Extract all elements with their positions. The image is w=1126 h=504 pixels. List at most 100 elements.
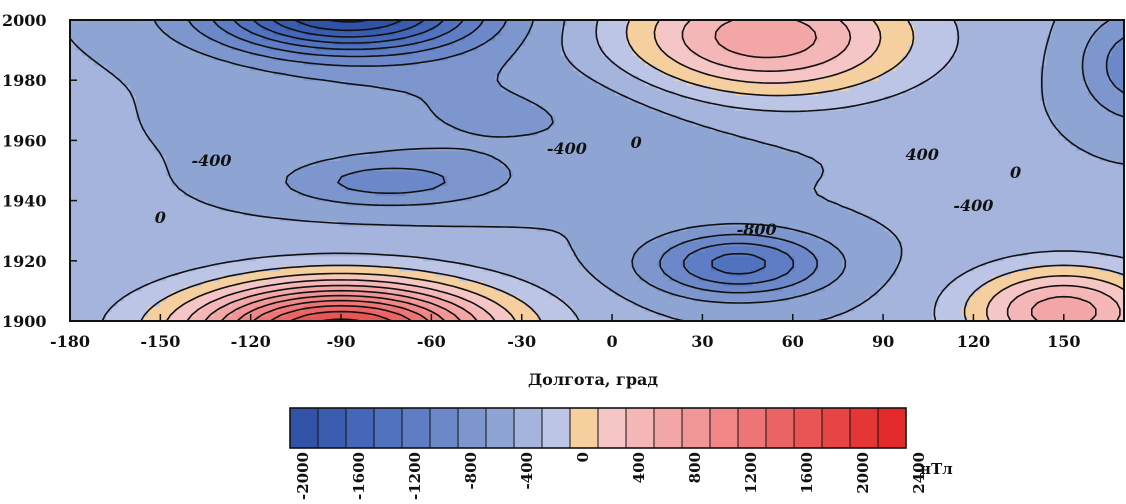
field-cell (1082, 220, 1089, 227)
field-cell (267, 225, 275, 232)
field-cell (872, 305, 880, 312)
field-cell (608, 200, 616, 207)
field-cell (926, 310, 933, 317)
field-cell (597, 245, 604, 252)
field-cell (555, 210, 562, 217)
field-cell (638, 280, 646, 287)
field-cell (477, 175, 484, 182)
field-cell (692, 260, 700, 267)
field-cell (650, 295, 658, 302)
field-cell (387, 220, 394, 227)
field-cell (357, 295, 365, 302)
field-cell (938, 245, 945, 252)
field-cell (764, 235, 772, 242)
field-cell (201, 185, 209, 192)
field-cell (243, 250, 251, 257)
field-cell (249, 245, 257, 252)
field-cell (567, 215, 574, 222)
field-cell (171, 185, 179, 192)
field-cell (507, 180, 514, 187)
field-cell (758, 285, 766, 292)
field-cell (824, 310, 832, 317)
field-cell (405, 260, 412, 267)
field-cell (597, 185, 604, 192)
field-cell (770, 310, 778, 317)
field-cell (507, 290, 514, 297)
field-cell (836, 275, 844, 282)
field-cell (537, 300, 544, 307)
field-cell (728, 290, 736, 297)
field-cell (1022, 280, 1029, 287)
field-cell (638, 270, 646, 277)
field-cell (363, 210, 371, 217)
field-cell (219, 270, 227, 277)
field-cell (848, 200, 856, 207)
field-cell (345, 305, 353, 312)
field-cell (746, 250, 754, 257)
field-cell (668, 270, 676, 277)
field-cell (668, 285, 676, 292)
field-cell (429, 180, 436, 187)
field-cell (800, 290, 808, 297)
field-cell (435, 215, 442, 222)
field-cell (734, 195, 742, 202)
field-cell (519, 310, 526, 317)
field-cell (890, 310, 898, 317)
field-cell (848, 245, 856, 252)
field-cell (495, 245, 502, 252)
field-cell (219, 195, 227, 202)
field-cell (608, 225, 616, 232)
field-cell (213, 245, 221, 252)
field-cell (872, 265, 880, 272)
field-cell (333, 315, 341, 321)
field-cell (860, 260, 868, 267)
field-cell (686, 280, 694, 287)
field-cell (339, 260, 347, 267)
field-cell (836, 225, 844, 232)
field-cell (285, 235, 293, 242)
field-cell (591, 195, 598, 202)
field-cell (776, 215, 784, 222)
field-cell (315, 210, 323, 217)
field-cell (327, 230, 335, 237)
field-cell (225, 175, 233, 182)
field-cell (87, 245, 95, 252)
field-cell (782, 310, 790, 317)
field-cell (321, 200, 329, 207)
field-cell (117, 310, 125, 317)
field-cell (602, 305, 610, 312)
field-cell (710, 245, 718, 252)
field-cell (75, 295, 83, 302)
field-cell (423, 175, 430, 182)
field-cell (171, 195, 179, 202)
field-cell (680, 275, 688, 282)
field-cell (998, 195, 1005, 202)
field-cell (135, 240, 143, 247)
field-cell (573, 235, 580, 242)
field-cell (267, 195, 275, 202)
field-cell (1004, 250, 1011, 257)
field-cell (411, 240, 418, 247)
field-cell (321, 300, 329, 307)
field-cell (447, 270, 454, 277)
field-cell (177, 295, 185, 302)
field-cell (656, 195, 664, 202)
field-cell (459, 215, 466, 222)
field-cell (836, 210, 844, 217)
field-cell (135, 245, 143, 252)
field-cell (614, 250, 622, 257)
field-cell (770, 270, 778, 277)
field-cell (848, 260, 856, 267)
field-cell (129, 255, 137, 262)
field-cell (555, 260, 562, 267)
field-cell (183, 300, 191, 307)
field-cell (81, 260, 89, 267)
field-cell (1118, 265, 1124, 272)
field-cell (195, 215, 203, 222)
field-cell (477, 260, 484, 267)
field-cell (812, 235, 820, 242)
field-cell (728, 310, 736, 317)
field-cell (321, 195, 329, 202)
field-cell (501, 225, 508, 232)
field-cell (291, 235, 299, 242)
